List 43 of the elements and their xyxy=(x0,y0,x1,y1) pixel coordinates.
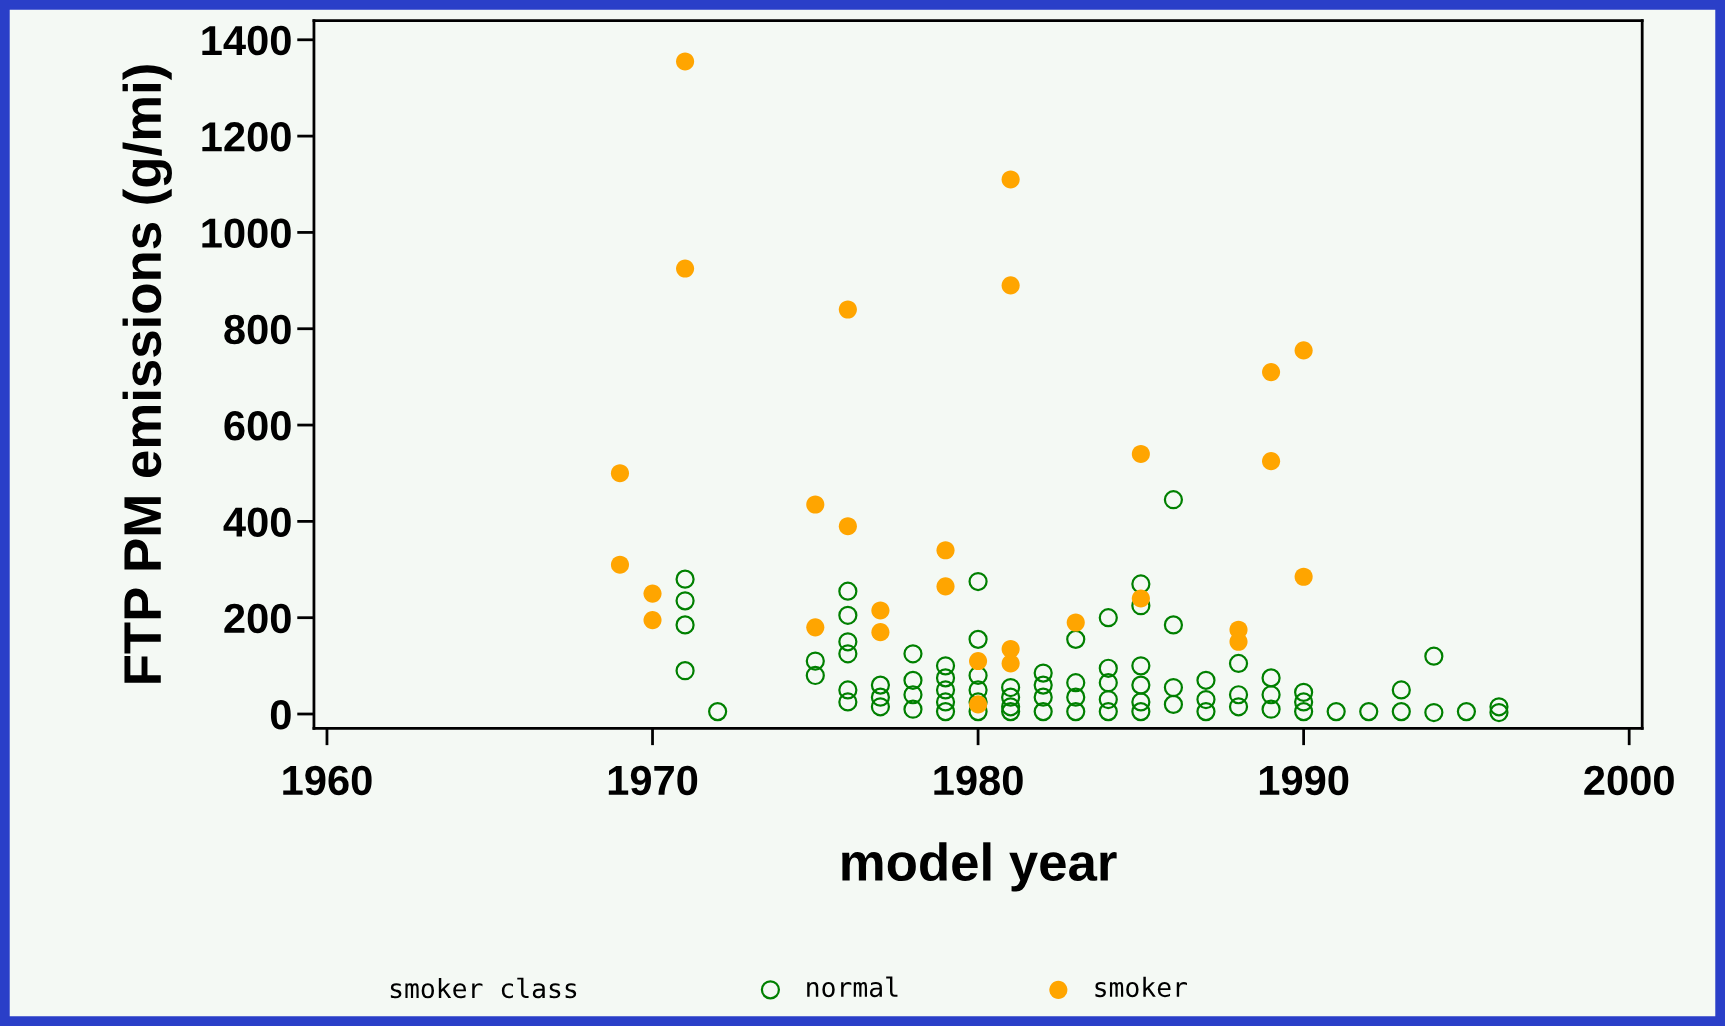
point xyxy=(1001,276,1020,295)
point xyxy=(643,611,662,630)
y-tick-label: 800 xyxy=(224,314,291,345)
x-axis-title: model year xyxy=(842,842,1117,892)
point xyxy=(871,601,890,620)
point xyxy=(676,52,695,71)
point xyxy=(871,623,890,642)
point xyxy=(1131,589,1150,608)
x-tick-label: 1980 xyxy=(934,765,1023,796)
point xyxy=(610,555,630,574)
point xyxy=(1294,567,1313,586)
point xyxy=(806,618,825,637)
point xyxy=(838,300,857,319)
point xyxy=(1066,613,1085,632)
y-tick-label: 1400 xyxy=(202,25,291,56)
point xyxy=(1262,363,1281,382)
y-tick-label: 0 xyxy=(270,700,291,730)
point xyxy=(1262,452,1281,471)
y-tick-label: 400 xyxy=(223,507,291,537)
y-tick-label: 600 xyxy=(224,411,291,441)
point xyxy=(1001,170,1020,189)
point xyxy=(643,584,662,603)
legend-label: normal xyxy=(807,976,898,998)
point xyxy=(610,464,630,483)
y-axis-title: FTP PM emissions (g/mi) xyxy=(122,65,172,683)
y-tick-label: 200 xyxy=(224,603,291,634)
point xyxy=(676,259,695,278)
point xyxy=(838,517,857,536)
y-tick-label: 1200 xyxy=(202,122,291,152)
point xyxy=(1001,654,1020,673)
x-tick-label: 2000 xyxy=(1584,765,1674,796)
point xyxy=(1294,341,1313,360)
x-tick-label: 1970 xyxy=(608,765,698,796)
point xyxy=(969,651,988,671)
legend-label: smoker xyxy=(1095,976,1187,998)
y-tick-label: 1000 xyxy=(202,218,291,248)
point xyxy=(806,495,825,514)
x-tick-label: 1990 xyxy=(1259,765,1349,796)
point xyxy=(936,577,955,596)
point xyxy=(1131,444,1150,464)
point xyxy=(936,541,955,560)
x-tick-label: 1960 xyxy=(283,765,372,796)
legend-title: smoker class xyxy=(390,977,577,999)
